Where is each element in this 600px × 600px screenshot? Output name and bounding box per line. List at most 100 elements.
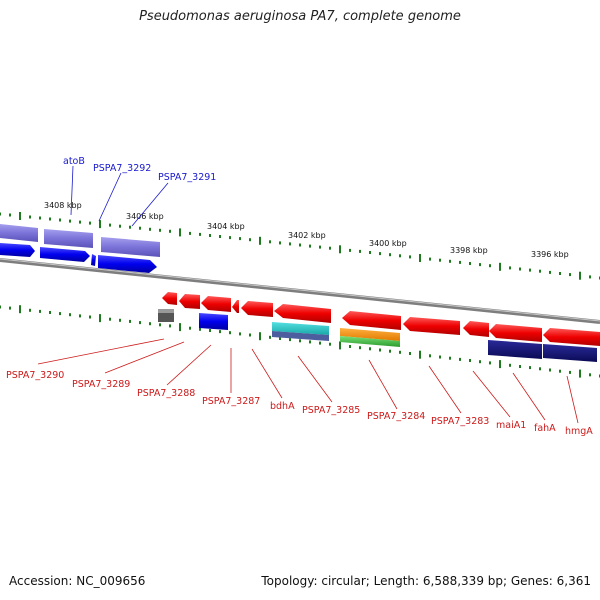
gene-arrow[interactable] (162, 292, 177, 305)
gene-leader-line (98, 172, 122, 222)
gene-label-PSPA7_3285[interactable]: PSPA7_3285 (302, 405, 360, 416)
minor-tick (269, 335, 271, 339)
minor-tick (309, 244, 311, 248)
minor-tick (0, 212, 1, 216)
minor-tick (429, 257, 431, 261)
gene-arrow[interactable] (179, 294, 200, 309)
minor-tick (349, 345, 351, 348)
minor-tick (489, 361, 491, 365)
minor-tick (539, 367, 541, 371)
gene-label-fahA[interactable]: fahA (534, 423, 556, 434)
minor-tick (139, 226, 141, 230)
gene-label-PSPA7_3283[interactable]: PSPA7_3283 (431, 416, 489, 427)
gene-arrow[interactable] (543, 328, 600, 346)
tick-label: 3402 kbp (288, 231, 326, 240)
gene-arrow[interactable] (489, 324, 542, 342)
gene-leader-line (472, 370, 511, 418)
minor-tick (39, 216, 41, 220)
gene-leader-line (428, 365, 462, 414)
gene-feature[interactable] (272, 322, 329, 335)
gene-feature[interactable] (543, 344, 597, 362)
minor-tick (329, 246, 331, 250)
minor-tick (399, 254, 401, 258)
gene-feature[interactable] (340, 336, 400, 347)
minor-tick (439, 355, 441, 359)
gene-arrow[interactable] (403, 317, 460, 335)
major-tick (499, 262, 501, 271)
minor-tick (9, 306, 11, 310)
gene-leader-line (251, 348, 283, 399)
gene-feature[interactable] (158, 309, 174, 313)
gene-label-PSPA7_3284[interactable]: PSPA7_3284 (367, 411, 425, 422)
minor-tick (279, 337, 281, 340)
minor-tick (49, 311, 51, 314)
gene-label-PSPA7_3288[interactable]: PSPA7_3288 (137, 388, 195, 399)
minor-tick (449, 356, 451, 360)
minor-tick (209, 234, 211, 237)
minor-tick (469, 359, 471, 362)
gene-arrow[interactable] (241, 301, 273, 317)
tick-label: 3408 kbp (44, 201, 82, 210)
minor-tick (359, 249, 361, 253)
minor-tick (369, 251, 371, 254)
gene-label-PSPA7_3291[interactable]: PSPA7_3291 (158, 172, 216, 183)
major-tick (579, 369, 581, 378)
minor-tick (279, 241, 281, 245)
minor-tick (149, 227, 151, 231)
minor-tick (539, 269, 541, 273)
minor-tick (569, 370, 571, 374)
major-tick (179, 323, 181, 332)
gene-label-PSPA7_3292[interactable]: PSPA7_3292 (93, 163, 151, 174)
gene-label-hmgA[interactable]: hmgA (565, 426, 593, 437)
minor-tick (399, 350, 401, 354)
gene-arrow[interactable] (98, 255, 157, 273)
minor-tick (589, 275, 591, 279)
gene-arrow[interactable] (101, 237, 160, 257)
minor-tick (29, 308, 31, 312)
minor-tick (389, 253, 391, 257)
minor-tick (69, 219, 71, 223)
minor-tick (249, 238, 251, 242)
minor-tick (229, 236, 231, 240)
minor-tick (109, 223, 111, 227)
gene-label-PSPA7_3289[interactable]: PSPA7_3289 (72, 379, 130, 390)
minor-tick (469, 262, 471, 265)
gene-arrow[interactable] (0, 224, 38, 242)
minor-tick (449, 259, 451, 263)
minor-tick (139, 321, 141, 325)
gene-feature[interactable] (272, 331, 329, 341)
gene-arrow[interactable] (40, 247, 90, 262)
gene-label-bdhA[interactable]: bdhA (270, 401, 295, 412)
minor-tick (379, 348, 381, 352)
minor-tick (529, 366, 531, 370)
minor-tick (159, 228, 161, 232)
gene-arrow[interactable] (232, 300, 239, 313)
major-tick (259, 332, 261, 341)
gene-feature[interactable] (340, 328, 400, 341)
gene-arrow[interactable] (201, 296, 231, 312)
gene-label-atoB[interactable]: atoB (63, 156, 85, 167)
gene-arrow[interactable] (0, 243, 35, 257)
gene-label-maiA1[interactable]: maiA1 (496, 420, 526, 431)
minor-tick (589, 373, 591, 377)
gene-feature[interactable] (199, 313, 228, 330)
gene-arrow[interactable] (463, 321, 489, 337)
gene-arrow[interactable] (274, 304, 331, 323)
minor-tick (359, 346, 361, 350)
major-tick (19, 305, 21, 314)
gene-label-PSPA7_3287[interactable]: PSPA7_3287 (202, 396, 260, 407)
minor-tick (299, 243, 301, 247)
tick-label: 3398 kbp (450, 246, 488, 255)
gene-arrow[interactable] (44, 229, 93, 248)
gene-feature[interactable] (488, 340, 542, 359)
gene-arrow[interactable] (91, 254, 96, 266)
minor-tick (89, 315, 91, 319)
gene-label-PSPA7_3290[interactable]: PSPA7_3290 (6, 370, 64, 381)
gene-arrow[interactable] (342, 311, 401, 330)
minor-tick (509, 363, 511, 367)
minor-tick (379, 252, 381, 256)
minor-tick (559, 369, 561, 373)
minor-tick (79, 314, 81, 318)
tick-row-upper (0, 212, 600, 280)
